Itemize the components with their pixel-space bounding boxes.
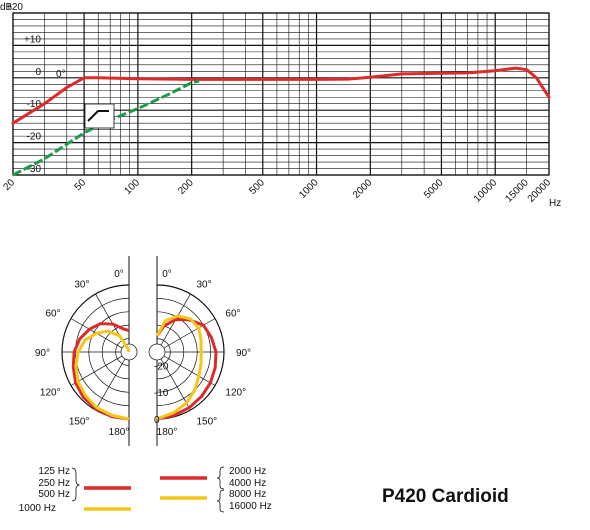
polar-radial-label: -20 bbox=[154, 361, 169, 372]
legend-16000hz: 16000 Hz bbox=[229, 500, 272, 512]
angle-annotation: 0° bbox=[56, 69, 66, 80]
legend-right-brace-bottom bbox=[216, 489, 225, 513]
polar-curves bbox=[71, 314, 218, 421]
polar-angle-label: 180° bbox=[157, 427, 178, 438]
polar-curve-right bbox=[155, 314, 203, 421]
polar-spoke bbox=[156, 318, 216, 353]
legend-250hz: 250 Hz bbox=[38, 477, 70, 489]
polar-angle-label: 150° bbox=[197, 416, 218, 427]
polar-spoke bbox=[156, 351, 191, 411]
polar-angle-label: 0° bbox=[114, 269, 124, 280]
legend-right-yellow-labels: 8000 Hz 16000 Hz bbox=[229, 489, 272, 512]
x-axis-label: Hz bbox=[549, 198, 561, 209]
y-tick-label: -30 bbox=[27, 164, 42, 175]
polar-angle-label: 120° bbox=[40, 388, 61, 399]
polar-spoke bbox=[156, 293, 191, 353]
y-tick-label: +10 bbox=[24, 34, 41, 45]
polar-angle-label: 180° bbox=[109, 427, 130, 438]
polar-spoke bbox=[156, 351, 216, 386]
legend-2000hz: 2000 Hz bbox=[229, 466, 267, 477]
polar-spoke bbox=[70, 318, 130, 353]
product-title: P420 Cardioid bbox=[382, 486, 509, 507]
polar-curve-left bbox=[74, 329, 131, 421]
plot-frame bbox=[12, 12, 550, 176]
legend-125hz: 125 Hz bbox=[38, 466, 70, 477]
legend-1000hz: 1000 Hz bbox=[18, 503, 56, 514]
y-tick-label: +20 bbox=[6, 2, 23, 13]
frequency-curve-1 bbox=[11, 66, 551, 125]
legend-500hz: 500 Hz bbox=[38, 489, 70, 500]
legend-right-brace-top bbox=[216, 466, 225, 490]
polar-radial-label: 0 bbox=[154, 415, 160, 426]
polar-angle-label: 90° bbox=[236, 348, 251, 359]
y-tick-label: 0 bbox=[35, 67, 41, 78]
y-tick-label: -20 bbox=[27, 132, 42, 143]
legend-right-red-labels: 2000 Hz 4000 Hz bbox=[229, 466, 266, 489]
polar-spoke bbox=[95, 351, 130, 411]
polar-labels: 180° 180° 150° 150° 120° 120° 90° 90° 60° 60° 30° 3… bbox=[35, 269, 251, 438]
legend-8000hz: 8000 Hz bbox=[229, 489, 267, 500]
polar-angle-label: 60° bbox=[225, 309, 240, 320]
polar-angle-label: 150° bbox=[69, 416, 90, 427]
polar-pattern-chart: 180° 180° 150° 150° 120° 120° 90° 90° 60° 60° 30° 3… bbox=[35, 256, 251, 446]
polar-radial-label: -10 bbox=[154, 388, 169, 399]
polar-curve-right bbox=[155, 318, 218, 421]
y-axis-label: dB bbox=[0, 2, 13, 13]
highpass-switch-symbol bbox=[84, 103, 115, 129]
y-tick-label: -10 bbox=[27, 99, 42, 110]
polar-grid bbox=[61, 256, 225, 446]
polar-angle-label: 30° bbox=[197, 280, 212, 291]
polar-angle-label: 0° bbox=[162, 269, 172, 280]
legend-4000hz: 4000 Hz bbox=[229, 477, 267, 489]
legend-left-brace bbox=[71, 467, 81, 502]
legend-left-red-labels: 125 Hz 250 Hz 500 Hz bbox=[22, 466, 70, 501]
polar-angle-label: 120° bbox=[225, 388, 246, 399]
polar-spoke bbox=[70, 351, 130, 386]
polar-angle-label: 60° bbox=[45, 309, 60, 320]
polar-angle-label: 90° bbox=[35, 348, 50, 359]
polar-center-right bbox=[148, 343, 166, 361]
polar-angle-label: 30° bbox=[74, 280, 89, 291]
